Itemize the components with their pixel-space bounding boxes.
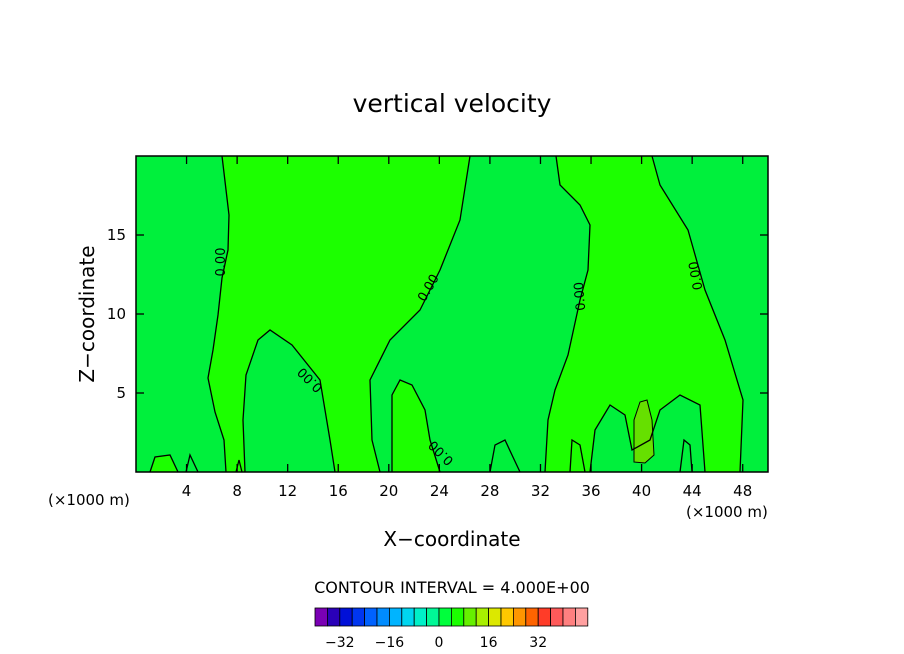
colorbar-swatch bbox=[326, 607, 341, 627]
x-tick-label: 40 bbox=[632, 482, 651, 500]
colorbar-swatch bbox=[339, 607, 353, 627]
colorbar-tick-label: 16 bbox=[480, 635, 498, 651]
colorbar-swatch bbox=[413, 607, 428, 627]
x-tick-label: 24 bbox=[430, 482, 449, 500]
contour-lines bbox=[149, 155, 744, 473]
x-tick-label: 48 bbox=[733, 482, 752, 500]
x-tick-label: 12 bbox=[278, 482, 297, 500]
colorbar-swatch bbox=[488, 607, 502, 627]
updraft-region-small-2 bbox=[150, 455, 178, 472]
colorbar-tick-label: −32 bbox=[325, 635, 355, 651]
colorbar-swatch bbox=[401, 607, 415, 627]
colorbar-tick-label: 32 bbox=[529, 635, 547, 651]
colorbar-swatch bbox=[525, 607, 539, 627]
y-tick-label: 5 bbox=[116, 384, 126, 402]
y-unit-label: (×1000 m) bbox=[48, 491, 130, 509]
contour-label: 0.00 bbox=[687, 260, 707, 291]
colorbar-swatch bbox=[351, 607, 366, 627]
colorbar-swatch bbox=[314, 607, 328, 627]
colorbar-swatch bbox=[364, 607, 378, 627]
contour-label: 0.00 bbox=[214, 248, 229, 277]
updraft-region-east bbox=[545, 156, 743, 472]
colorbar-swatch bbox=[537, 607, 552, 627]
colorbar-swatch bbox=[463, 607, 477, 627]
plot-area: 0.00 0.00 0.00 0.00 0.00 0.00 4 8 12 16 20 24… bbox=[107, 155, 769, 500]
colorbar-swatch bbox=[388, 607, 403, 627]
colorbar-swatch bbox=[475, 607, 490, 627]
x-tick-label: 16 bbox=[329, 482, 348, 500]
y-tick-label: 10 bbox=[107, 305, 126, 323]
updraft-region-west bbox=[208, 156, 470, 472]
max-region bbox=[633, 399, 655, 464]
x-tick-label: 4 bbox=[182, 482, 192, 500]
colorbar-swatch bbox=[376, 607, 390, 627]
colorbar-swatch bbox=[550, 607, 564, 627]
x-tick-label: 36 bbox=[581, 482, 600, 500]
colorbar-swatch bbox=[426, 607, 440, 627]
contour-label: 0.00 bbox=[572, 281, 589, 311]
x-tick-label: 44 bbox=[683, 482, 702, 500]
colorbar: −32 −16 0 16 32 bbox=[314, 607, 589, 651]
contour-interval: CONTOUR INTERVAL = 4.000E+00 bbox=[314, 578, 590, 597]
colorbar-swatch bbox=[562, 607, 576, 627]
colorbar-swatch bbox=[438, 607, 452, 627]
colorbar-swatch bbox=[500, 607, 514, 627]
colorbar-swatch bbox=[575, 607, 589, 627]
x-tick-label: 32 bbox=[531, 482, 550, 500]
x-axis-label: X−coordinate bbox=[383, 527, 520, 551]
updraft-region-small-1 bbox=[392, 380, 440, 472]
colorbar-swatch bbox=[513, 607, 527, 627]
colorbar-tick-label: −16 bbox=[375, 635, 405, 651]
y-axis-label: Z−coordinate bbox=[75, 245, 99, 382]
colorbar-tick-label: 0 bbox=[435, 635, 444, 651]
x-tick-label: 20 bbox=[379, 482, 398, 500]
colorbar-swatch bbox=[450, 607, 465, 627]
x-tick-label: 28 bbox=[480, 482, 499, 500]
y-tick-label: 15 bbox=[107, 226, 126, 244]
chart-title: vertical velocity bbox=[353, 89, 552, 118]
x-tick-label: 8 bbox=[232, 482, 242, 500]
x-unit-label: (×1000 m) bbox=[686, 503, 768, 521]
